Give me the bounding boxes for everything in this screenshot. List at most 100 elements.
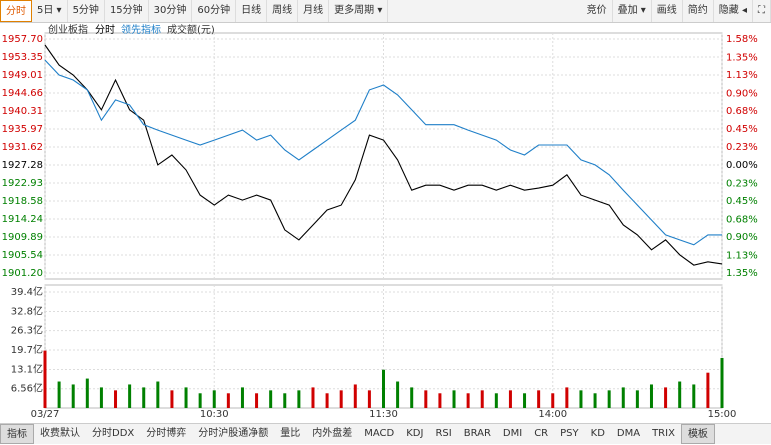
indicator-tab[interactable]: DMI — [502, 428, 523, 439]
indicator-tab[interactable]: 量比 — [280, 428, 301, 439]
y-tick-label: 1918.58 — [2, 196, 43, 207]
indicator-tab[interactable]: KD — [590, 428, 605, 439]
volume-bar — [508, 390, 512, 408]
y-tick-label: 1957.70 — [2, 34, 43, 45]
y-tick-label: 1949.01 — [2, 70, 43, 81]
x-tick-label: 10:30 — [200, 409, 229, 420]
y-tick-label: 1935.97 — [2, 124, 43, 135]
volume-bar — [198, 393, 202, 408]
indicator-tab[interactable]: KDJ — [406, 428, 424, 439]
indicator-tab[interactable]: TRIX — [652, 428, 675, 439]
volume-bar — [424, 390, 428, 408]
x-tick-label: 15:00 — [708, 409, 737, 420]
y-tick-label: 13.1亿 — [11, 362, 43, 375]
volume-bar — [212, 390, 216, 408]
volume-bar — [635, 390, 639, 408]
volume-bar — [128, 384, 132, 408]
indicator-tab[interactable]: MACD — [364, 428, 395, 439]
volume-bar — [607, 390, 611, 408]
volume-bar — [339, 390, 343, 408]
y2-tick-label: 0.23% — [726, 142, 758, 153]
y-tick-label: 1940.31 — [2, 106, 43, 117]
toolbar-button[interactable]: 月线 — [298, 0, 330, 22]
toolbar-button[interactable]: 15分钟 — [105, 0, 149, 22]
volume-bar — [269, 390, 273, 408]
indicator-tab[interactable]: 收费默认 — [40, 428, 80, 439]
toolbar-button[interactable]: 周线 — [267, 0, 299, 22]
volume-bar — [593, 393, 597, 408]
legend-entry: 成交额(元) — [167, 23, 215, 36]
indicator-tab[interactable]: CR — [534, 428, 549, 439]
x-tick-label: 03/27 — [31, 409, 60, 420]
volume-bar — [664, 387, 668, 408]
volume-bar — [678, 381, 682, 408]
volume-bar — [621, 387, 625, 408]
y-tick-label: 1905.54 — [2, 250, 43, 261]
price-line — [44, 59, 722, 246]
indicator-tab[interactable]: RSI — [435, 428, 452, 439]
toolbar-button[interactable]: 更多周期 ▾ — [329, 0, 389, 22]
x-tick-label: 14:00 — [538, 409, 567, 420]
volume-bar — [579, 390, 583, 408]
y2-tick-label: 1.35% — [726, 52, 758, 63]
toolbar-button[interactable]: 5日 ▾ — [32, 0, 68, 22]
legend-entry: 分时 — [95, 24, 115, 36]
chart-title: 创业板指 — [48, 23, 88, 36]
y-tick-label: 26.3亿 — [11, 324, 43, 337]
toolbar-button[interactable]: 60分钟 — [192, 0, 237, 22]
indicator-tab[interactable]: DMA — [616, 428, 641, 439]
indicator-tab[interactable]: PSY — [560, 428, 579, 439]
toolbar-button[interactable]: 分时 — [0, 0, 32, 22]
toolbar-button[interactable]: 5分钟 — [68, 0, 105, 22]
volume-bar — [99, 387, 103, 408]
volume-bar — [551, 393, 555, 408]
volume-bar — [57, 381, 61, 408]
toolbar-button[interactable]: 日线 — [236, 0, 268, 22]
volume-bar — [649, 384, 653, 408]
indicator-tab[interactable]: 内外盘差 — [312, 428, 353, 439]
indicator-tab[interactable]: 分时DDX — [92, 428, 135, 439]
toolbar-button[interactable]: 叠加 ▾ — [613, 0, 652, 22]
volume-bar — [523, 393, 527, 408]
y2-tick-label: 1.13% — [726, 70, 758, 81]
toolbar-button[interactable]: 竞价 — [582, 0, 613, 22]
volume-bar — [410, 387, 414, 408]
toolbar-button[interactable]: 隐藏 ◂ — [714, 0, 753, 22]
y2-tick-label: 0.45% — [726, 196, 758, 207]
volume-bar — [255, 393, 259, 408]
y2-tick-label: 0.68% — [726, 214, 758, 225]
volume-bar — [156, 381, 160, 408]
toolbar-button[interactable]: 画线 — [652, 0, 683, 22]
indicator-tab[interactable]: 分时博弈 — [146, 428, 187, 439]
indicator-tab[interactable]: 分时沪股通净额 — [198, 428, 269, 439]
indicator-tab[interactable]: 模板 — [680, 424, 715, 444]
indicator-tabs: 指标 收费默认 分时DDX 分时博弈 分时沪股通净额 量比 内外盘差 MACD KDJ RSI BR… — [0, 423, 771, 444]
y2-tick-label: 0.23% — [726, 179, 758, 190]
volume-bar — [565, 387, 569, 408]
volume-bar — [438, 393, 442, 408]
toolbar-button[interactable]: 简约 — [683, 0, 714, 22]
volume-bar — [494, 393, 498, 408]
y-tick-label: 1901.20 — [2, 268, 43, 279]
volume-bar — [466, 393, 470, 408]
volume-bar — [720, 357, 724, 408]
indicator-tab[interactable]: 指标 — [0, 424, 34, 444]
toolbar-button[interactable]: 30分钟 — [149, 0, 193, 22]
y-tick-label: 1914.24 — [2, 214, 43, 225]
y-tick-label: 1931.62 — [2, 142, 43, 153]
volume-bar — [170, 390, 174, 408]
price-line — [44, 44, 723, 266]
indicator-tab[interactable]: BRAR — [463, 428, 491, 439]
volume-bar — [692, 384, 696, 408]
y-tick-label: 39.4亿 — [11, 285, 43, 298]
volume-bar — [283, 393, 287, 408]
y-tick-label: 1909.89 — [2, 232, 43, 243]
volume-bar — [311, 387, 315, 408]
y2-tick-label: 0.68% — [726, 106, 758, 117]
volume-bar — [226, 393, 230, 408]
volume-bar — [184, 387, 188, 408]
volume-bar — [706, 372, 710, 408]
volume-bar — [537, 390, 541, 408]
volume-bar — [396, 381, 400, 408]
